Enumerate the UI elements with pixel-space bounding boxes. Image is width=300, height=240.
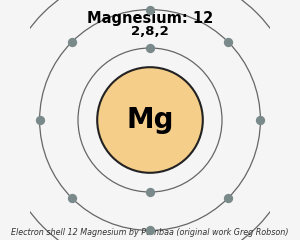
Point bbox=[226, 196, 230, 200]
Point bbox=[148, 8, 152, 12]
Text: 2,8,2: 2,8,2 bbox=[131, 25, 169, 38]
Text: Magnesium: 12: Magnesium: 12 bbox=[87, 11, 213, 26]
Point bbox=[37, 118, 42, 122]
Point bbox=[148, 190, 152, 194]
Text: Mg: Mg bbox=[126, 106, 174, 134]
Text: Electron shell 12 Magnesium by Pumbaa (original work Greg Robson): Electron shell 12 Magnesium by Pumbaa (o… bbox=[11, 228, 289, 237]
Point bbox=[258, 118, 263, 122]
Point bbox=[70, 196, 74, 200]
Point bbox=[148, 228, 152, 232]
Point bbox=[70, 40, 74, 44]
Point bbox=[226, 40, 230, 44]
Point bbox=[148, 46, 152, 50]
Circle shape bbox=[97, 67, 203, 173]
